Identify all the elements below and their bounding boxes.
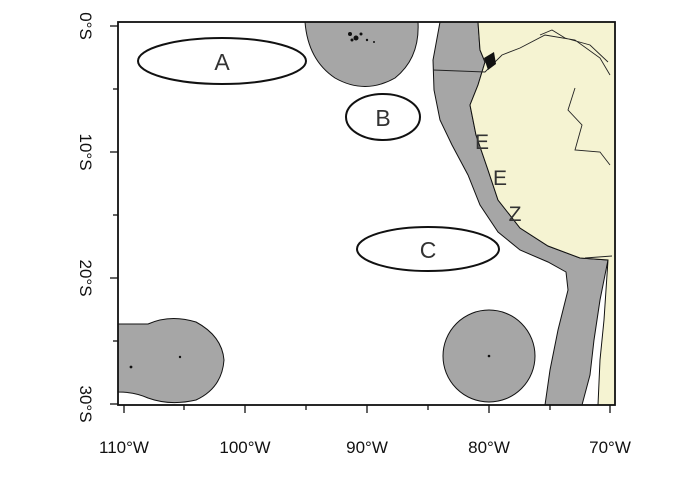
x-tick-label: 90°W xyxy=(346,438,388,457)
x-axis-ticks xyxy=(123,405,611,413)
galapagos-eez xyxy=(304,22,419,87)
eez-letter: E xyxy=(493,167,507,190)
region-b-label: B xyxy=(375,105,390,131)
x-tick-label: 80°W xyxy=(468,438,510,457)
island-eez-southwest xyxy=(118,318,225,404)
y-tick-label: 0°S xyxy=(76,12,95,40)
region-a-ellipse xyxy=(137,37,307,85)
island-dot-3 xyxy=(487,354,491,358)
gulf-of-guayaquil xyxy=(484,52,496,70)
y-axis-ticks xyxy=(110,25,118,405)
y-tick-label: 10°S xyxy=(76,133,95,170)
eez-letter: E xyxy=(475,131,489,154)
region-b-ellipse xyxy=(345,93,421,141)
island-dot-2 xyxy=(178,355,182,359)
y-tick-label: 20°S xyxy=(76,259,95,296)
eez-letter: Z xyxy=(509,203,522,226)
country-borders xyxy=(432,29,613,259)
region-c-label: C xyxy=(420,237,437,263)
region-a-label: A xyxy=(214,49,230,75)
region-c-ellipse xyxy=(356,226,500,272)
y-tick-label: 30°S xyxy=(76,385,95,422)
mainland xyxy=(469,22,615,405)
x-tick-label: 70°W xyxy=(589,438,631,457)
x-tick-label: 110°W xyxy=(99,438,149,457)
x-tick-label: 100°W xyxy=(219,438,270,457)
galapagos-islands xyxy=(348,32,375,43)
island-dot-1 xyxy=(129,365,133,369)
